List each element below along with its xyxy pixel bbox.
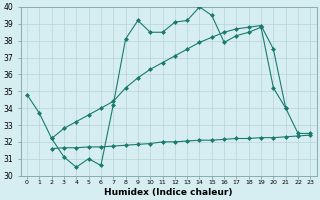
X-axis label: Humidex (Indice chaleur): Humidex (Indice chaleur) [104, 188, 233, 197]
